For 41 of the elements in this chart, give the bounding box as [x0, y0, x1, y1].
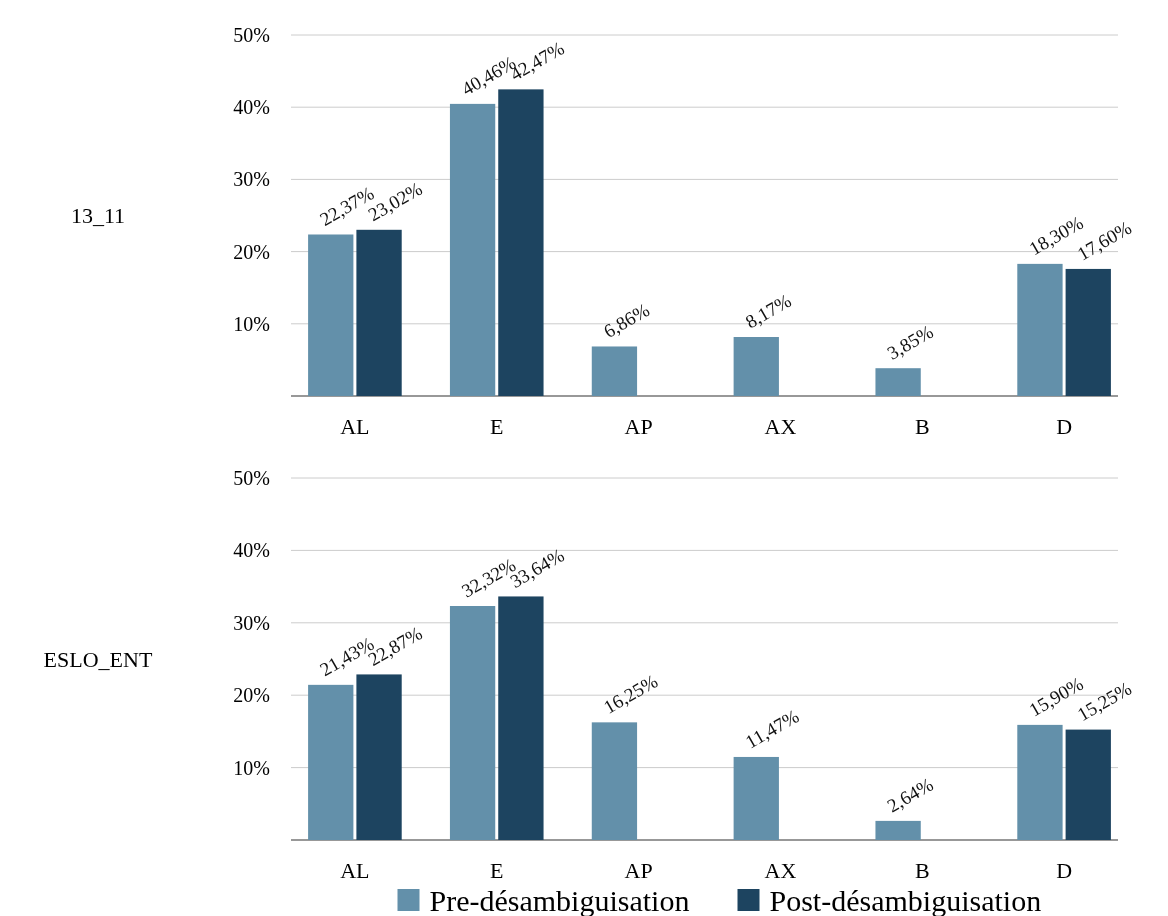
bar [591, 346, 638, 396]
y-axis-title: 13_11 [70, 203, 126, 229]
bar [356, 674, 402, 840]
x-tick-label: AX [764, 858, 797, 883]
bar [449, 103, 496, 396]
x-tick-label: AP [624, 414, 653, 439]
bar [733, 756, 779, 840]
bar [356, 229, 402, 396]
bar [1017, 724, 1063, 840]
y-tick-label: 40% [233, 539, 270, 562]
bar [733, 337, 779, 396]
x-tick-label: D [1056, 858, 1073, 883]
y-axis-title: ESLO_ENT [43, 646, 153, 672]
x-tick-label: AL [340, 414, 370, 439]
bar [1017, 263, 1063, 396]
x-tick-label: B [914, 414, 930, 439]
y-tick-label: 40% [233, 96, 270, 119]
y-tick-label: 10% [233, 312, 270, 335]
x-tick-label: D [1056, 414, 1073, 439]
bar [498, 596, 544, 840]
bar [308, 234, 354, 396]
bar [308, 684, 354, 840]
x-tick-label: AL [340, 858, 370, 883]
bar [1065, 268, 1111, 396]
y-tick-label: 30% [233, 611, 270, 634]
bar [449, 606, 496, 840]
bar [875, 368, 921, 396]
x-tick-label: E [490, 414, 504, 439]
y-tick-label: 20% [233, 240, 270, 263]
bar [1065, 729, 1111, 840]
bar [875, 820, 921, 840]
y-tick-label: 30% [233, 168, 270, 191]
x-tick-label: AX [764, 414, 797, 439]
y-tick-label: 50% [233, 467, 270, 489]
bar [591, 722, 638, 840]
y-tick-label: 50% [233, 24, 270, 46]
y-tick-label: 20% [233, 684, 270, 707]
x-tick-label: E [490, 858, 504, 883]
y-tick-label: 10% [233, 756, 270, 779]
x-tick-label: B [914, 858, 930, 883]
x-tick-label: AP [624, 858, 653, 883]
